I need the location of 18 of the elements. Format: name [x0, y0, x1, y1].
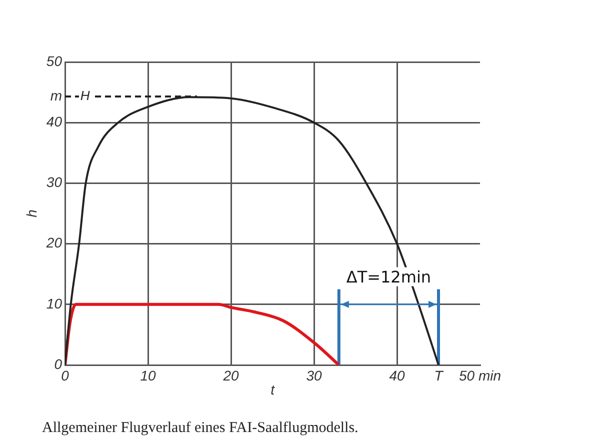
x-axis-title: t	[270, 381, 276, 398]
text: Allgemeiner Flugverlauf eines FAI-Saalflugmodells.	[42, 420, 358, 436]
x-tick-label: 30	[306, 367, 322, 384]
series-label: H	[80, 88, 90, 104]
y-tick-label: m	[50, 87, 62, 104]
y-tick-label: 10	[46, 295, 62, 312]
x-tick-label: 40	[389, 367, 405, 384]
y-tick-label: 50	[46, 52, 62, 69]
x-tick-label: 50 min	[458, 367, 502, 384]
x-tick-label: 20	[222, 367, 239, 384]
y-axis-title: h	[23, 209, 40, 218]
x-tick-label: 10	[140, 367, 156, 384]
x-tick-label: T	[434, 367, 444, 384]
y-tick-label: 30	[46, 174, 62, 190]
y-tick-label: 20	[45, 234, 62, 251]
y-tick-label: 40	[46, 113, 62, 130]
y-tick-label: 0	[54, 356, 62, 372]
annotation: ΔT=12min	[346, 267, 432, 286]
